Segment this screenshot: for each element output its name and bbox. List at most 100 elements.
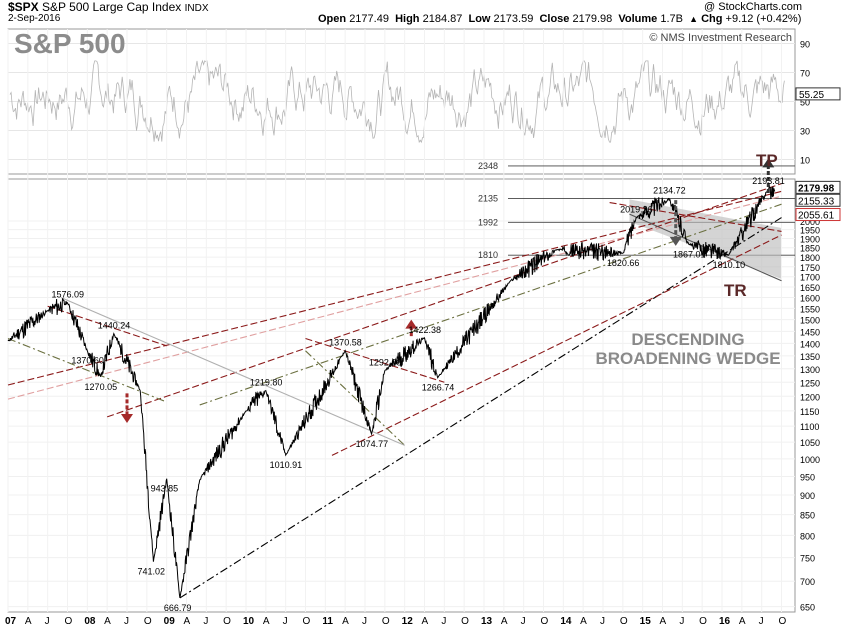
- time-tick-label: O: [620, 616, 628, 626]
- time-tick-label: O: [461, 616, 469, 626]
- trendline: [305, 350, 406, 446]
- price-flag-label: 2055.61: [798, 211, 835, 222]
- price-flag-label: 2155.33: [798, 196, 835, 207]
- rsi-tick-label: 70: [800, 69, 810, 79]
- time-tick-label: O: [382, 616, 390, 626]
- time-tick-label: O: [303, 616, 311, 626]
- time-tick-label: A: [184, 616, 191, 626]
- price-tick-label: 1750: [800, 263, 820, 273]
- time-tick-label: 08: [84, 616, 96, 626]
- price-tick-label: 1650: [800, 283, 820, 293]
- rsi-tick-label: 90: [800, 40, 810, 50]
- chg-value: +9.12 (+0.42%): [725, 13, 802, 25]
- time-tick-label: 09: [164, 616, 176, 626]
- up-arrow-icon: ▲: [689, 14, 699, 24]
- time-tick-label: 16: [719, 616, 731, 626]
- trend-arrow-head: [405, 319, 418, 329]
- price-tick-label: 1550: [800, 304, 820, 314]
- price-tick-label: 750: [800, 554, 815, 564]
- price-tick-label: 1450: [800, 327, 820, 337]
- level-label: 1992: [478, 217, 498, 227]
- time-tick-label: J: [124, 616, 129, 626]
- time-tick-label: O: [223, 616, 231, 626]
- level-label: 2135: [478, 194, 498, 204]
- price-tick-label: 1100: [800, 422, 819, 432]
- price-point-label: 1292.66: [369, 358, 402, 368]
- time-tick-label: A: [739, 616, 746, 626]
- price-point-label: 666.79: [164, 603, 192, 613]
- trendline: [609, 202, 782, 232]
- trendline: [305, 337, 445, 383]
- time-tick-label: O: [144, 616, 152, 626]
- time-tick-label: J: [759, 616, 764, 626]
- rsi-line: [9, 59, 785, 144]
- price-point-label: 2193.81: [752, 176, 785, 186]
- price-tick-label: 950: [800, 472, 815, 482]
- panel-copyright: © NMS Investment Research: [649, 32, 792, 44]
- high-value: 2184.87: [422, 13, 463, 25]
- price-point-label: 1270.05: [85, 382, 118, 392]
- price-tick-label: 1000: [800, 455, 820, 465]
- time-tick-label: 07: [5, 616, 17, 626]
- price-tick-label: 850: [800, 511, 815, 521]
- header-symbol-line: $SPX S&P 500 Large Cap Index INDX: [8, 0, 209, 14]
- pattern-label: DESCENDING BROADENING WEDGE: [588, 330, 788, 368]
- time-tick-label: J: [203, 616, 208, 626]
- price-point-label: 1820.66: [607, 258, 640, 268]
- trendline: [106, 183, 782, 418]
- price-point-label: 1219.80: [250, 378, 283, 388]
- price-flag: [795, 180, 841, 194]
- header-index-name: S&P 500 Large Cap Index: [42, 0, 182, 14]
- time-tick-label: J: [600, 616, 605, 626]
- price-tick-label: 1050: [800, 438, 820, 448]
- pattern-label-line2: BROADENING WEDGE: [595, 349, 781, 368]
- low-label: Low: [468, 13, 491, 25]
- price-tick-label: 1300: [800, 365, 820, 375]
- time-tick-label: J: [521, 616, 526, 626]
- low-value: 2173.59: [493, 13, 534, 25]
- rsi-tick-label: 10: [800, 156, 810, 166]
- header-symbol: $SPX: [8, 0, 39, 14]
- pattern-label-line1: DESCENDING: [631, 330, 745, 349]
- price-point-label: 2019.26: [620, 205, 653, 215]
- price-point-label: 1370.58: [329, 338, 362, 348]
- price-tick-label: 1250: [800, 378, 820, 388]
- time-tick-label: J: [283, 616, 288, 626]
- panel-title: S&P 500: [14, 28, 126, 59]
- header-copyright: @ StockCharts.com: [704, 1, 802, 13]
- price-tick-label: 1400: [800, 339, 820, 349]
- price-point-label: 943.85: [151, 484, 179, 494]
- price-point-label: 741.02: [137, 567, 165, 577]
- price-tick-label: 900: [800, 491, 815, 501]
- wedge-shade: [629, 199, 781, 279]
- rsi-value-label: 55.25: [799, 90, 824, 101]
- time-tick-label: A: [104, 616, 111, 626]
- trend-arrow-head: [121, 414, 134, 424]
- close-label: Close: [539, 13, 570, 25]
- open-label: Open: [318, 13, 347, 25]
- time-tick-label: J: [45, 616, 50, 626]
- trend-arrow-head: [762, 158, 775, 168]
- level-label: 2348: [478, 161, 498, 171]
- time-tick-label: 14: [560, 616, 572, 626]
- volume-label: Volume: [618, 13, 658, 25]
- high-label: High: [395, 13, 420, 25]
- price-tick-label: 800: [800, 531, 815, 541]
- time-tick-label: A: [580, 616, 587, 626]
- price-tick-label: 650: [800, 603, 815, 613]
- rsi-tick-label: 50: [800, 98, 810, 108]
- trendline: [179, 217, 782, 599]
- price-tick-label: 1350: [800, 352, 820, 362]
- price-point-label: 2134.72: [653, 186, 686, 196]
- ohlc-line: Open 2177.49 High 2184.87 Low 2173.59 Cl…: [318, 13, 801, 25]
- time-tick-label: A: [342, 616, 349, 626]
- time-tick-label: 10: [243, 616, 255, 626]
- price-tick-label: 1800: [800, 253, 820, 263]
- time-tick-label: O: [541, 616, 549, 626]
- price-flag: [795, 193, 841, 207]
- header-date: 2-Sep-2016: [8, 13, 61, 24]
- price-tick-label: 1200: [800, 392, 820, 402]
- time-tick-label: O: [65, 616, 73, 626]
- volume-value: 1.7B: [660, 13, 683, 25]
